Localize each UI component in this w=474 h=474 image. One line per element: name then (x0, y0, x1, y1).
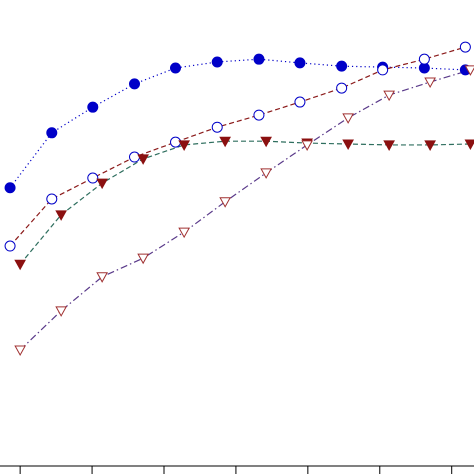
marker (46, 193, 58, 205)
marker (87, 101, 99, 113)
marker (459, 41, 471, 53)
marker (336, 82, 348, 94)
marker (87, 172, 99, 184)
marker (294, 57, 306, 69)
marker (178, 140, 190, 151)
marker (55, 306, 67, 317)
marker (424, 140, 436, 151)
series-line (9, 46, 466, 247)
series-line (9, 58, 466, 189)
marker (129, 151, 141, 163)
marker (14, 345, 26, 356)
marker (129, 78, 141, 90)
marker (170, 62, 182, 74)
marker (137, 154, 149, 165)
marker (464, 65, 474, 76)
marker (96, 178, 108, 190)
marker (260, 168, 272, 179)
marker (342, 113, 354, 124)
marker (14, 259, 26, 271)
marker (301, 140, 313, 151)
marker (253, 109, 265, 121)
marker (336, 60, 348, 72)
marker (137, 253, 149, 265)
marker (211, 121, 223, 133)
marker (4, 182, 16, 194)
marker (211, 56, 223, 68)
marker (46, 127, 58, 139)
marker (342, 139, 354, 151)
marker (178, 227, 190, 239)
marker (219, 197, 231, 208)
marker (170, 136, 182, 148)
marker (377, 64, 389, 76)
series-line (19, 69, 471, 351)
marker (383, 90, 395, 102)
marker (383, 140, 395, 151)
series-line (19, 140, 471, 265)
marker (424, 77, 436, 89)
marker (294, 96, 306, 108)
marker (418, 53, 430, 65)
marker (96, 272, 108, 283)
marker (260, 136, 272, 148)
marker (4, 240, 16, 252)
marker (253, 53, 265, 65)
marker (55, 210, 67, 221)
marker (219, 136, 231, 148)
marker (464, 139, 474, 151)
